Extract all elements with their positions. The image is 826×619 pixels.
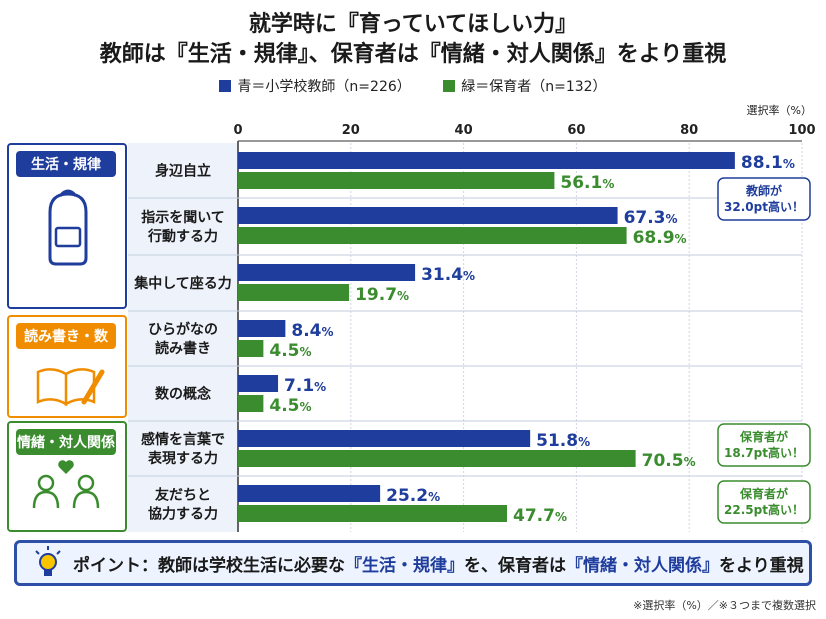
- bar-value-label: 67.3%: [624, 208, 678, 228]
- x-tick-label: 100: [788, 123, 815, 138]
- bar-value-label: 4.5%: [269, 396, 311, 416]
- legend-label-teacher: 青＝小学校教師（n=226）: [237, 79, 411, 95]
- category-label: 協力する力: [148, 506, 218, 523]
- x-tick-label: 60: [567, 123, 585, 138]
- category-label: 身辺自立: [155, 163, 211, 180]
- bar-value-label: 47.7%: [513, 506, 567, 526]
- bar-value-label: 51.8%: [536, 431, 590, 451]
- callout-text: 保育者が: [739, 429, 788, 444]
- person-right-body-icon: [72, 490, 100, 509]
- bar-nursery: [238, 505, 508, 522]
- bar-teacher: [238, 375, 279, 392]
- footnote: ※選択率（%）／※３つまで複数選択: [633, 599, 816, 612]
- bar-nursery: [238, 395, 264, 412]
- category-panel: [128, 143, 238, 532]
- x-tick-label: 40: [455, 123, 473, 138]
- bar-teacher: [238, 152, 735, 169]
- point-highlight-1: 『生活・規律』: [345, 555, 464, 576]
- callout-box: [717, 177, 811, 221]
- person-right-head-icon: [77, 474, 95, 492]
- bar-value-label: 8.4%: [291, 321, 333, 341]
- person-left-body-icon: [32, 490, 60, 509]
- callout-text: 保育者が: [739, 486, 788, 501]
- callout-text: 18.7pt高い！: [724, 445, 804, 460]
- bar-value-label: 68.9%: [633, 228, 687, 248]
- bar-teacher: [238, 430, 531, 447]
- bar-nursery: [238, 227, 627, 244]
- bar-teacher: [238, 264, 416, 281]
- legend-item-teacher: 青＝小学校教師（n=226）: [219, 76, 411, 96]
- category-label: 感情を言葉で: [141, 431, 225, 448]
- category-label: 指示を聞いて: [141, 209, 225, 226]
- category-label: 読み書き: [155, 340, 211, 357]
- x-tick-label: 0: [233, 123, 242, 138]
- point-box: ポイント：教師は学校生活に必要な『生活・規律』を、保育者は『情緒・対人関係』をよ…: [14, 540, 812, 586]
- callout-text: 32.0pt高い！: [724, 199, 804, 214]
- point-suffix: をより重視: [719, 555, 804, 576]
- bar-value-label: 25.2%: [386, 486, 440, 506]
- group-label-bg: [16, 323, 116, 349]
- bar-value-label: 56.1%: [560, 173, 614, 193]
- legend-swatch-nursery: [443, 80, 456, 92]
- callout-text: 教師が: [745, 183, 782, 198]
- category-label: 表現する力: [147, 450, 218, 467]
- book-icon: [36, 368, 96, 407]
- category-label: 集中して座る力: [133, 275, 232, 292]
- bar-chart: 選択率（%） 0 20 40 60 80 100 身辺自立指示を聞いて行動する力集中して座る力…: [7, 103, 816, 532]
- callout-text: 22.5pt高い！: [724, 502, 804, 517]
- person-left-head-icon: [37, 474, 55, 492]
- point-mid: を、保育者は: [464, 555, 566, 576]
- backpack-pocket-icon: [54, 226, 82, 248]
- bar-value-label: 19.7%: [355, 285, 409, 305]
- bar-teacher: [238, 320, 286, 337]
- group-label: 読み書き・数: [24, 328, 109, 345]
- point-highlight-2: 『情緒・対人関係』: [566, 555, 719, 576]
- bar-nursery: [238, 450, 636, 467]
- category-label: 行動する力: [147, 228, 218, 245]
- chart-title-line2: 教師は『生活・規律』、保育者は『情緒・対人関係』をより重視: [99, 42, 727, 67]
- bar-nursery: [238, 172, 555, 189]
- category-label: 友だちと: [155, 487, 211, 504]
- heart-icon: [58, 460, 74, 474]
- bar-value-label: 31.4%: [421, 265, 475, 285]
- group-label-bg: [16, 151, 116, 177]
- lightbulb-icon: [35, 546, 61, 576]
- callout-box: [717, 423, 811, 467]
- legend: 青＝小学校教師（n=226） 緑＝保育者（n=132）: [0, 76, 826, 96]
- legend-item-nursery: 緑＝保育者（n=132）: [443, 76, 607, 96]
- callout-box: [717, 480, 811, 524]
- bar-value-label: 88.1%: [741, 153, 795, 173]
- axis-unit-label: 選択率（%）: [747, 103, 812, 117]
- x-tick-label: 20: [342, 123, 360, 138]
- bar-value-label: 7.1%: [284, 376, 326, 396]
- bar-nursery: [238, 340, 264, 357]
- group-label: 情緒・対人関係: [17, 434, 115, 451]
- point-text: ポイント：教師は学校生活に必要な『生活・規律』を、保育者は『情緒・対人関係』をよ…: [73, 551, 804, 576]
- group-label-bg: [16, 429, 116, 455]
- category-label: ひらがなの: [148, 321, 218, 338]
- bar-value-label: 4.5%: [269, 341, 311, 361]
- bar-nursery: [238, 284, 350, 301]
- legend-label-nursery: 緑＝保育者（n=132）: [461, 79, 607, 95]
- pencil-icon: [81, 369, 105, 405]
- category-label: 数の概念: [155, 386, 212, 403]
- backpack-handle-icon: [58, 189, 78, 197]
- x-tick-label: 80: [680, 123, 698, 138]
- bar-teacher: [238, 207, 618, 224]
- point-prefix: ポイント：教師は学校生活に必要な: [73, 555, 345, 576]
- chart-title-line1: 就学時に『育っていてほしい力』: [248, 12, 578, 37]
- legend-swatch-teacher: [219, 80, 232, 92]
- group-label: 生活・規律: [31, 156, 101, 173]
- bar-value-label: 70.5%: [642, 451, 696, 471]
- bar-teacher: [238, 485, 381, 502]
